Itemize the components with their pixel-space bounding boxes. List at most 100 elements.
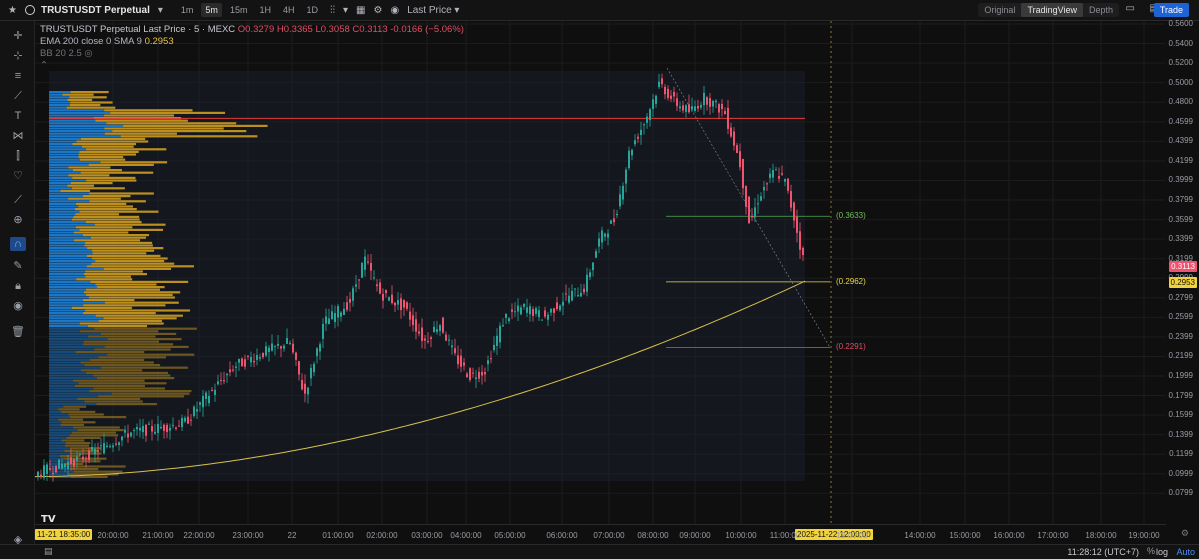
candle-body: [130, 432, 132, 437]
candle-body: [190, 419, 192, 421]
layers-icon[interactable]: ◈: [13, 534, 23, 546]
trash-icon[interactable]: 🗑︎: [11, 326, 25, 338]
volume-bar-sell: [85, 221, 142, 224]
lock-icon[interactable]: 🔒︎: [15, 280, 21, 292]
volume-bar-buy: [49, 280, 91, 283]
candle-body: [118, 442, 120, 446]
tab-depth[interactable]: Depth: [1088, 5, 1113, 15]
layout-icon[interactable]: ▦: [356, 4, 366, 16]
text-icon[interactable]: T: [14, 110, 22, 122]
candle-body: [517, 305, 519, 312]
trend-line-icon[interactable]: ⟋: [14, 90, 22, 102]
bb-legend-label[interactable]: BB 20 2.5: [40, 48, 82, 59]
volume-bar-sell: [76, 278, 133, 281]
candle-body: [412, 315, 414, 326]
timeframe-group: 1m 5m 15m 1H 4H 1D: [173, 3, 322, 17]
candle-body: [313, 363, 315, 373]
candle-body: [478, 371, 480, 379]
volume-bar-sell: [60, 423, 85, 426]
ruler-icon[interactable]: ⟋: [14, 194, 22, 206]
timeframe-1H[interactable]: 1H: [259, 5, 271, 15]
percent-icon[interactable]: %: [1146, 546, 1155, 556]
cursor-icon[interactable]: ⊹: [13, 50, 23, 62]
volume-bar-sell: [72, 379, 145, 382]
calendar-icon[interactable]: ▤: [44, 546, 53, 556]
horizontal-lines-icon[interactable]: ≡: [14, 70, 22, 82]
price-chart[interactable]: [35, 21, 1165, 524]
chart-canvas[interactable]: [35, 21, 1165, 524]
volume-bar-sell: [66, 106, 116, 109]
time-tick: 19:00:00: [1128, 531, 1160, 540]
timeframe-4H[interactable]: 4H: [282, 5, 295, 15]
tab-tradingview[interactable]: TradingView: [1021, 3, 1083, 17]
price-tick: 0.5400: [1168, 38, 1193, 48]
volume-bar-sell: [88, 296, 175, 299]
star-icon[interactable]: ★: [8, 4, 17, 16]
timeframe-5m[interactable]: 5m: [201, 3, 222, 17]
volume-bar-buy: [49, 114, 104, 117]
window-icon[interactable]: ▭: [1125, 3, 1135, 14]
eye-icon[interactable]: ◉: [13, 300, 23, 312]
symbol-dropdown-icon[interactable]: ▾: [157, 4, 163, 16]
candle-body: [76, 456, 78, 461]
candle-body: [184, 417, 186, 422]
settings-icon[interactable]: ⚙: [373, 4, 383, 16]
volume-bar-buy: [49, 156, 79, 159]
volume-bar-sell: [58, 408, 80, 411]
trade-button[interactable]: Trade: [1153, 3, 1189, 17]
symbol-name[interactable]: TRUSTUSDT Perpetual: [40, 4, 150, 16]
volume-bar-buy: [49, 293, 87, 296]
volume-bar-buy: [49, 465, 72, 468]
timeframe-1D[interactable]: 1D: [306, 5, 318, 15]
candle-body: [601, 230, 603, 243]
candle-body: [154, 431, 156, 434]
candle-body: [685, 105, 687, 112]
chart-type-icon[interactable]: ▾: [343, 4, 349, 16]
volume-bar-sell: [69, 452, 102, 455]
time-tick: 15:00:00: [949, 531, 981, 540]
candle-body: [397, 300, 399, 305]
chart-legend: TRUSTUSDT Perpetual Last Price · 5 · MEX…: [40, 24, 464, 72]
log-toggle[interactable]: log: [1155, 547, 1168, 557]
time-settings-icon[interactable]: ⚙: [1180, 528, 1189, 538]
collapse-legend-icon[interactable]: ⌃: [40, 60, 48, 71]
candle-body: [157, 423, 159, 433]
camera-icon[interactable]: ◉: [390, 4, 400, 16]
crosshair-icon[interactable]: ✛: [13, 30, 23, 42]
ema-legend-label[interactable]: EMA 200 close 0 SMA 9: [40, 36, 142, 47]
candle-body: [493, 344, 495, 351]
timeframe-1m[interactable]: 1m: [180, 5, 194, 15]
volume-bar-sell: [69, 460, 101, 463]
volume-bar-sell: [83, 304, 166, 307]
price-type-dropdown[interactable]: Last Price ▾: [407, 4, 460, 16]
timeframe-15m[interactable]: 15m: [229, 5, 248, 15]
time-tick: 18:00:00: [1085, 531, 1117, 540]
time-axis[interactable]: 11-21 18:35:00 2025-11-22 12:00:00 𝗧𝗩 20…: [35, 514, 1166, 545]
indicators-icon[interactable]: ⫶⫶: [330, 4, 335, 16]
volume-bar-buy: [49, 377, 97, 380]
lock-drawing-icon[interactable]: ✎: [13, 260, 23, 272]
zoom-icon[interactable]: ⊕: [13, 214, 23, 226]
candle-body: [196, 409, 198, 412]
volume-bar-sell: [89, 390, 192, 393]
candle-body: [445, 334, 447, 341]
tab-original[interactable]: Original: [984, 5, 1016, 15]
volume-bar-buy: [49, 260, 96, 263]
heart-icon[interactable]: ♡: [13, 170, 23, 182]
visibility-icon[interactable]: ◎: [84, 48, 93, 59]
magnet-icon[interactable]: ∩: [10, 237, 26, 251]
pattern-icon[interactable]: ⋈: [12, 130, 24, 142]
forecast-icon[interactable]: ⫿: [16, 150, 20, 162]
volume-bar-sell: [78, 153, 137, 156]
volume-bar-sell: [67, 98, 93, 101]
candle-body: [298, 361, 300, 375]
volume-bar-sell: [94, 348, 171, 351]
candle-body: [103, 443, 105, 454]
auto-toggle[interactable]: Auto: [1176, 547, 1195, 557]
price-axis[interactable]: 0.5600 0.5400 0.5200 0.5000 0.4800 0.4599 0.43…: [1166, 19, 1199, 524]
volume-bar-buy: [49, 278, 77, 281]
volume-bar-sell: [94, 327, 197, 330]
bottom-bar: ▤ 11:28:12 (UTC+7) % log Auto: [0, 544, 1199, 559]
candle-body: [673, 91, 675, 97]
time-tick: 23:00:00: [232, 531, 264, 540]
